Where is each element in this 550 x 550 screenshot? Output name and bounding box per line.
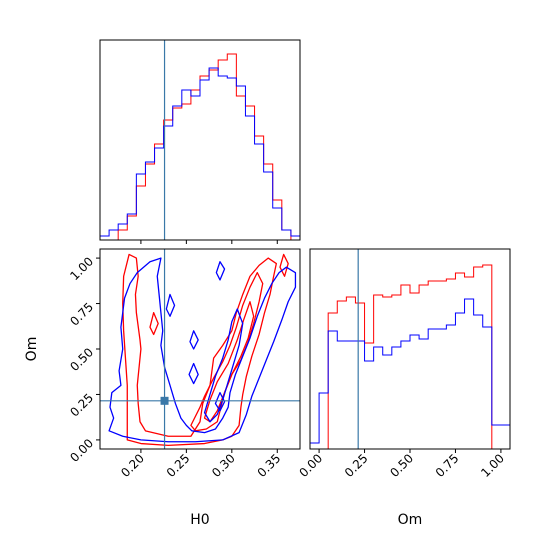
om-axis-tick-label: 0.00 <box>67 436 96 465</box>
om-axis-tick-label: 0.75 <box>67 300 96 329</box>
h0-om-contour-panel: 0.20 0.25 0.30 0.35 0.00 0.25 0.50 0.75 1.00 <box>67 248 301 480</box>
contour-red-line <box>203 301 255 423</box>
h0-histogram-panel <box>99 39 301 244</box>
contour-red-line <box>149 311 159 336</box>
om-histogram-x-tick-label: 0.00 <box>296 451 325 480</box>
y-axis-label-om: Om <box>24 337 40 362</box>
contour-blue-line <box>165 293 176 317</box>
om-axis-tick-label: 0.50 <box>67 345 96 374</box>
om-histogram-red-series <box>310 264 510 449</box>
om-axis-tick-label: 1.00 <box>67 254 96 283</box>
om-histogram-x-tick-label: 0.75 <box>433 451 462 480</box>
contour-blue-line <box>188 362 199 385</box>
om-axis-tick-label: 0.25 <box>67 391 96 420</box>
om-histogram-blue-series <box>310 298 510 449</box>
om-histogram-frame <box>309 248 511 450</box>
om-histogram-x-tick-label: 0.25 <box>342 451 371 480</box>
om-histogram-x-tick-label: 1.00 <box>478 451 507 480</box>
contour-blue-line <box>108 257 297 443</box>
x-axis-label-om: Om <box>398 512 423 528</box>
truth-marker <box>160 396 169 405</box>
h0-histogram-frame <box>99 39 301 241</box>
h0-axis-tick-label: 0.20 <box>118 451 147 480</box>
om-histogram-panel: 0.00 0.25 0.50 0.75 1.00 <box>296 248 511 480</box>
h0-histogram-blue-series <box>100 67 300 240</box>
om-histogram-x-tick-label: 0.50 <box>387 451 416 480</box>
contour-blue-line <box>189 330 199 350</box>
contour-blue-line <box>214 391 226 412</box>
x-axis-label-h0: H0 <box>190 512 209 528</box>
contour-red-line <box>279 253 289 277</box>
contour-red-line <box>122 253 278 447</box>
h0-axis-tick-label: 0.35 <box>255 451 284 480</box>
h0-axis-tick-label: 0.30 <box>209 451 238 480</box>
contour-blue-line <box>215 261 226 281</box>
h0-axis-tick-label: 0.25 <box>164 451 193 480</box>
